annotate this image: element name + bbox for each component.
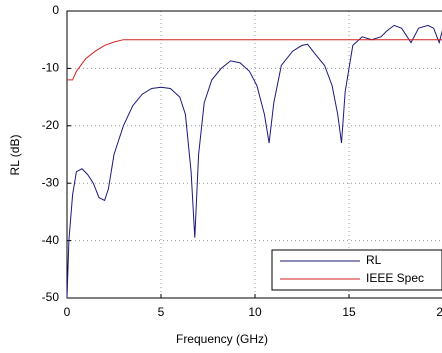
y-tick-label: -10 [42,61,60,75]
legend-box [271,249,442,291]
axes-box [66,10,442,299]
legend-label: RL [366,253,382,267]
line [67,39,442,81]
y-tick-label: -20 [42,118,60,132]
y-axis-label: RL (dB) [8,135,22,176]
x-tick-label: 15 [342,305,356,319]
y-tick-label: -40 [42,233,60,247]
legend-label: IEEE Spec [366,271,424,285]
x-tick-label: 10 [248,305,262,319]
y-tick-label: -30 [42,175,60,189]
x-tick-label: 20 [436,305,442,319]
y-tick-label: -50 [42,290,60,304]
x-axis-label: Frequency (GHz) [176,332,268,346]
x-tick-label: 5 [158,305,165,319]
line [66,24,442,299]
y-tick-label: 0 [52,3,59,17]
x-tick-label: 0 [64,305,71,319]
